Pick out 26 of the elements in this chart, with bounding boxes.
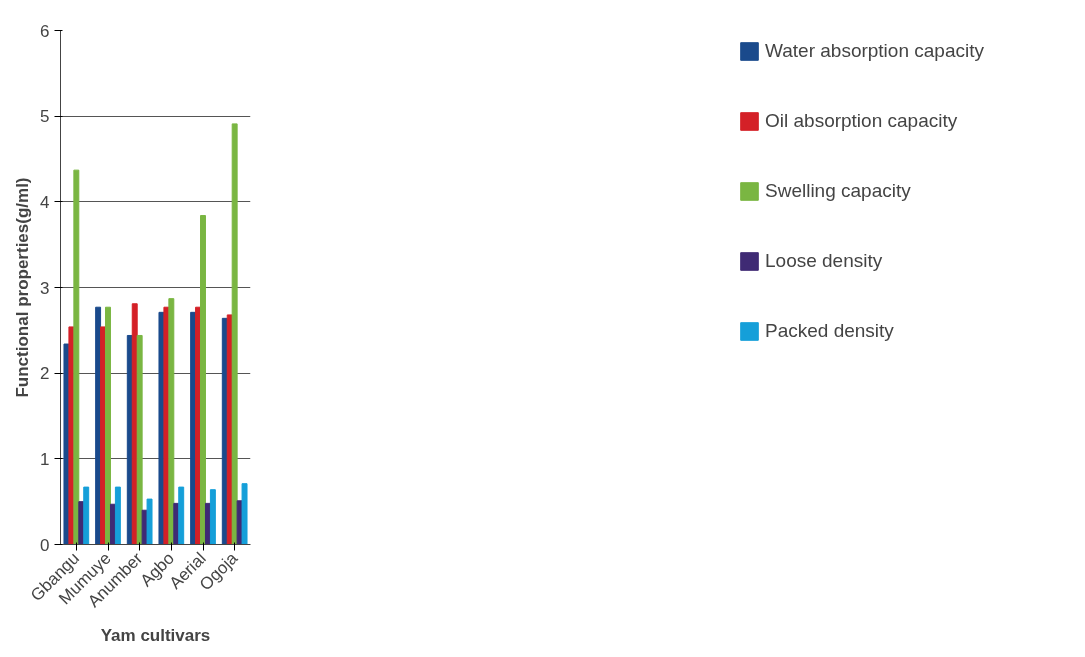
bar — [231, 123, 238, 545]
y-tick-label: 3 — [40, 278, 50, 298]
y-axis-title: Functional properties(g/ml) — [13, 177, 33, 398]
legend-label: Swelling capacity — [765, 180, 912, 202]
bar — [83, 486, 90, 545]
legend-label: Packed density — [765, 320, 895, 342]
y-tick-label: 0 — [40, 535, 50, 555]
bar — [209, 489, 216, 545]
bar — [114, 486, 121, 545]
bar — [73, 169, 80, 545]
bar — [241, 483, 248, 545]
legend-label: Water absorption capacity — [765, 40, 985, 62]
bar — [105, 306, 111, 545]
y-tick-label: 6 — [40, 21, 50, 41]
bar — [200, 215, 206, 545]
y-tick-label: 2 — [40, 364, 50, 384]
bar — [146, 498, 153, 545]
bar — [168, 298, 175, 545]
x-axis-title: Yam cultivars — [100, 625, 211, 645]
bar — [136, 334, 143, 545]
y-tick-label: 4 — [40, 192, 50, 212]
legend-label: Loose density — [765, 250, 884, 272]
bar — [178, 486, 185, 545]
legend-label: Oil absorption capacity — [765, 110, 959, 132]
y-tick-label: 5 — [40, 107, 50, 127]
y-tick-label: 1 — [40, 449, 50, 469]
